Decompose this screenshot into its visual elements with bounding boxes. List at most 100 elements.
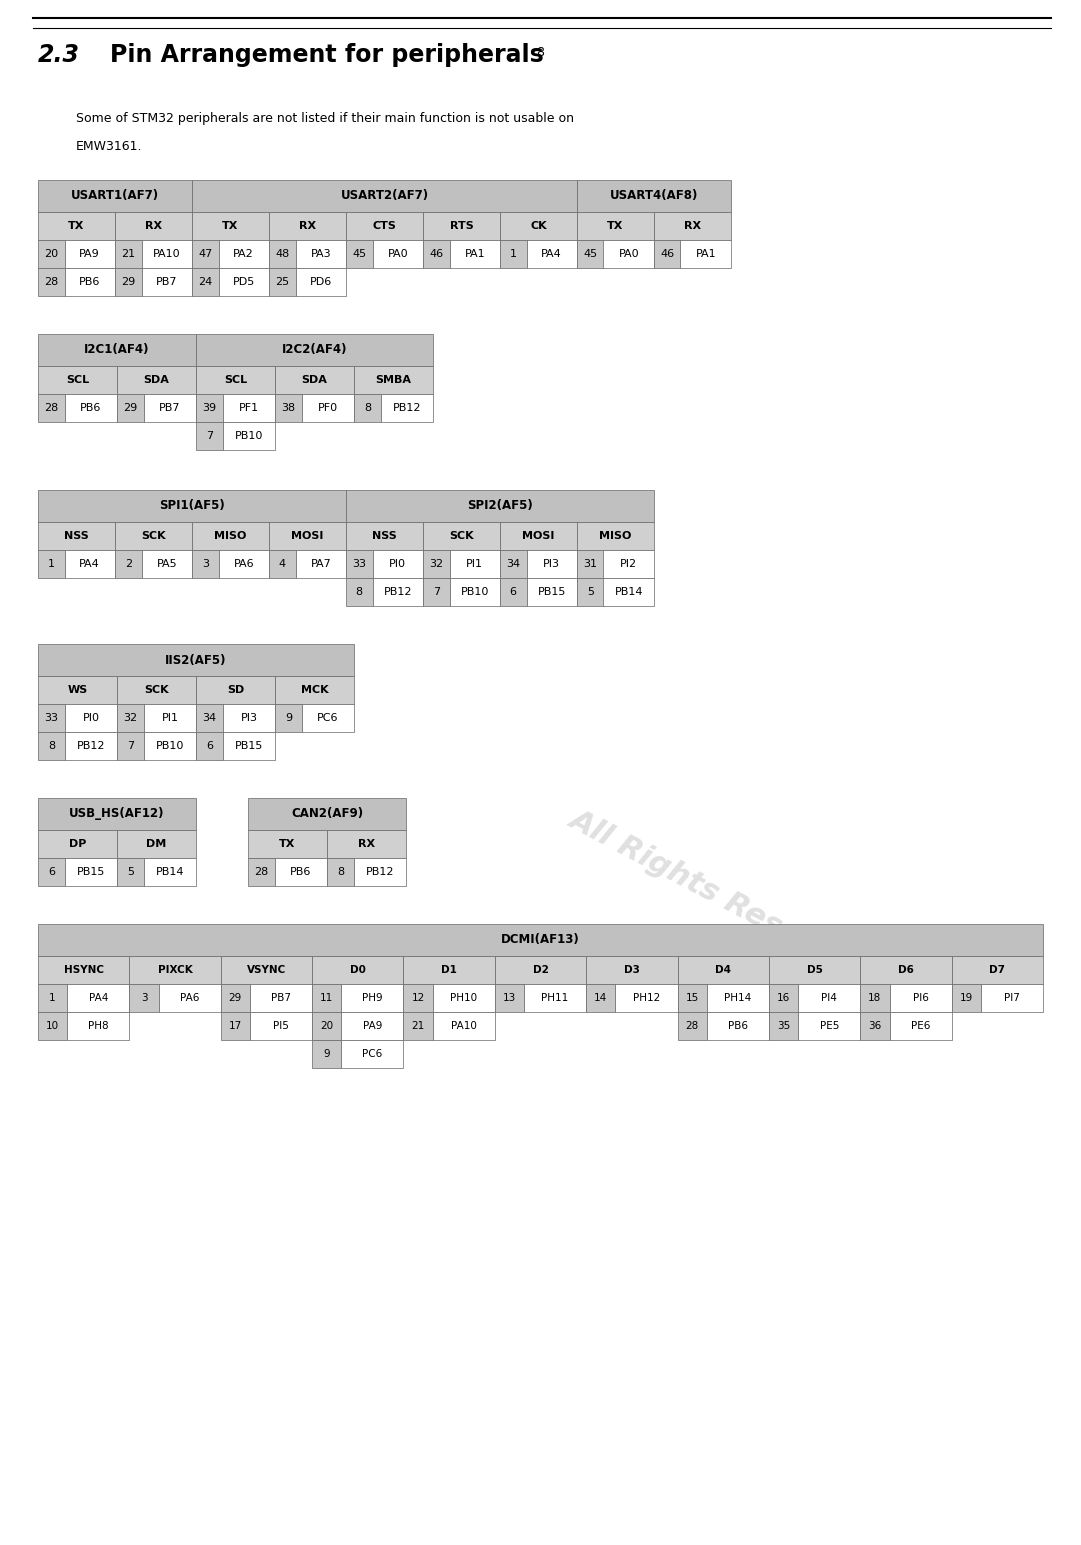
Bar (38, 857, 65, 885)
Text: PIXCK: PIXCK (158, 966, 192, 975)
Bar (342, 984, 403, 1012)
Bar (860, 1012, 890, 1040)
Bar (654, 239, 681, 267)
Text: D6: D6 (898, 966, 913, 975)
Text: 33: 33 (44, 712, 58, 723)
Text: PH10: PH10 (450, 993, 478, 1003)
Text: 5: 5 (126, 867, 134, 878)
Text: PB12: PB12 (392, 403, 422, 413)
Text: 47: 47 (198, 249, 212, 260)
Text: 4: 4 (279, 559, 285, 569)
Bar (678, 1012, 707, 1040)
Bar (117, 857, 144, 885)
Text: PH11: PH11 (542, 993, 569, 1003)
Text: SPI1(AF5): SPI1(AF5) (159, 499, 225, 513)
Text: PB12: PB12 (365, 867, 395, 878)
Bar (223, 705, 275, 732)
Bar (603, 550, 654, 578)
Bar (681, 239, 731, 267)
Bar (38, 924, 1043, 956)
Bar (423, 212, 501, 239)
Bar (248, 857, 275, 885)
Bar (678, 984, 707, 1012)
Bar (38, 490, 346, 522)
Text: SDA: SDA (144, 375, 170, 385)
Bar (312, 1012, 342, 1040)
Text: 18: 18 (868, 993, 881, 1003)
Bar (403, 1012, 432, 1040)
Text: HSYNC: HSYNC (64, 966, 104, 975)
Text: 46: 46 (660, 249, 675, 260)
Bar (38, 705, 65, 732)
Text: PA0: PA0 (387, 249, 408, 260)
Text: 2.3: 2.3 (38, 43, 80, 66)
Text: PB14: PB14 (156, 867, 184, 878)
Text: PI3: PI3 (240, 712, 257, 723)
Text: SPI2(AF5): SPI2(AF5) (467, 499, 533, 513)
Text: D2: D2 (533, 966, 548, 975)
Bar (275, 857, 326, 885)
Bar (223, 422, 275, 450)
Text: 1: 1 (50, 993, 56, 1003)
Text: 29: 29 (121, 277, 135, 287)
Text: D4: D4 (716, 966, 731, 975)
Text: 8: 8 (337, 867, 344, 878)
Bar (223, 732, 275, 760)
Text: PB10: PB10 (461, 587, 489, 596)
Bar (115, 267, 142, 297)
Bar (223, 394, 275, 422)
Bar (38, 366, 117, 394)
Text: 34: 34 (506, 559, 520, 569)
Bar (577, 550, 603, 578)
Text: D0: D0 (350, 966, 365, 975)
Text: PE6: PE6 (911, 1021, 931, 1031)
Bar (192, 522, 269, 550)
Bar (65, 394, 117, 422)
Text: PI1: PI1 (161, 712, 178, 723)
Bar (769, 956, 860, 984)
Bar (159, 984, 221, 1012)
Bar (302, 394, 353, 422)
Text: RX: RX (145, 221, 162, 232)
Text: SDA: SDA (302, 375, 328, 385)
Text: 16: 16 (777, 993, 790, 1003)
Bar (423, 578, 450, 606)
Text: PF1: PF1 (239, 403, 259, 413)
Text: 11: 11 (320, 993, 333, 1003)
Text: 6: 6 (510, 587, 517, 596)
Bar (192, 239, 218, 267)
Text: 20: 20 (44, 249, 58, 260)
Text: 5: 5 (587, 587, 593, 596)
Bar (38, 799, 196, 830)
Bar (38, 394, 65, 422)
Text: 32: 32 (429, 559, 443, 569)
Bar (67, 1012, 130, 1040)
Bar (115, 239, 142, 267)
Bar (269, 550, 295, 578)
Text: PH9: PH9 (362, 993, 383, 1003)
Bar (295, 267, 346, 297)
Text: PI0: PI0 (389, 559, 406, 569)
Text: PB10: PB10 (156, 742, 184, 751)
Text: PA1: PA1 (465, 249, 485, 260)
Text: 14: 14 (595, 993, 608, 1003)
Bar (577, 578, 603, 606)
Bar (142, 239, 192, 267)
Text: 29: 29 (229, 993, 242, 1003)
Text: VSYNC: VSYNC (246, 966, 286, 975)
Text: 1: 1 (48, 559, 55, 569)
Text: 8: 8 (536, 46, 545, 59)
Bar (769, 984, 798, 1012)
Text: 46: 46 (429, 249, 443, 260)
Text: PB14: PB14 (614, 587, 643, 596)
Text: All Rights Reserved: All Rights Reserved (565, 805, 875, 987)
Text: 6: 6 (48, 867, 55, 878)
Bar (38, 239, 65, 267)
Text: 36: 36 (868, 1021, 881, 1031)
Text: EMW3161.: EMW3161. (76, 141, 143, 153)
Bar (346, 490, 654, 522)
Text: PI4: PI4 (822, 993, 837, 1003)
Text: PB12: PB12 (77, 742, 105, 751)
Bar (38, 644, 353, 677)
Bar (798, 1012, 860, 1040)
